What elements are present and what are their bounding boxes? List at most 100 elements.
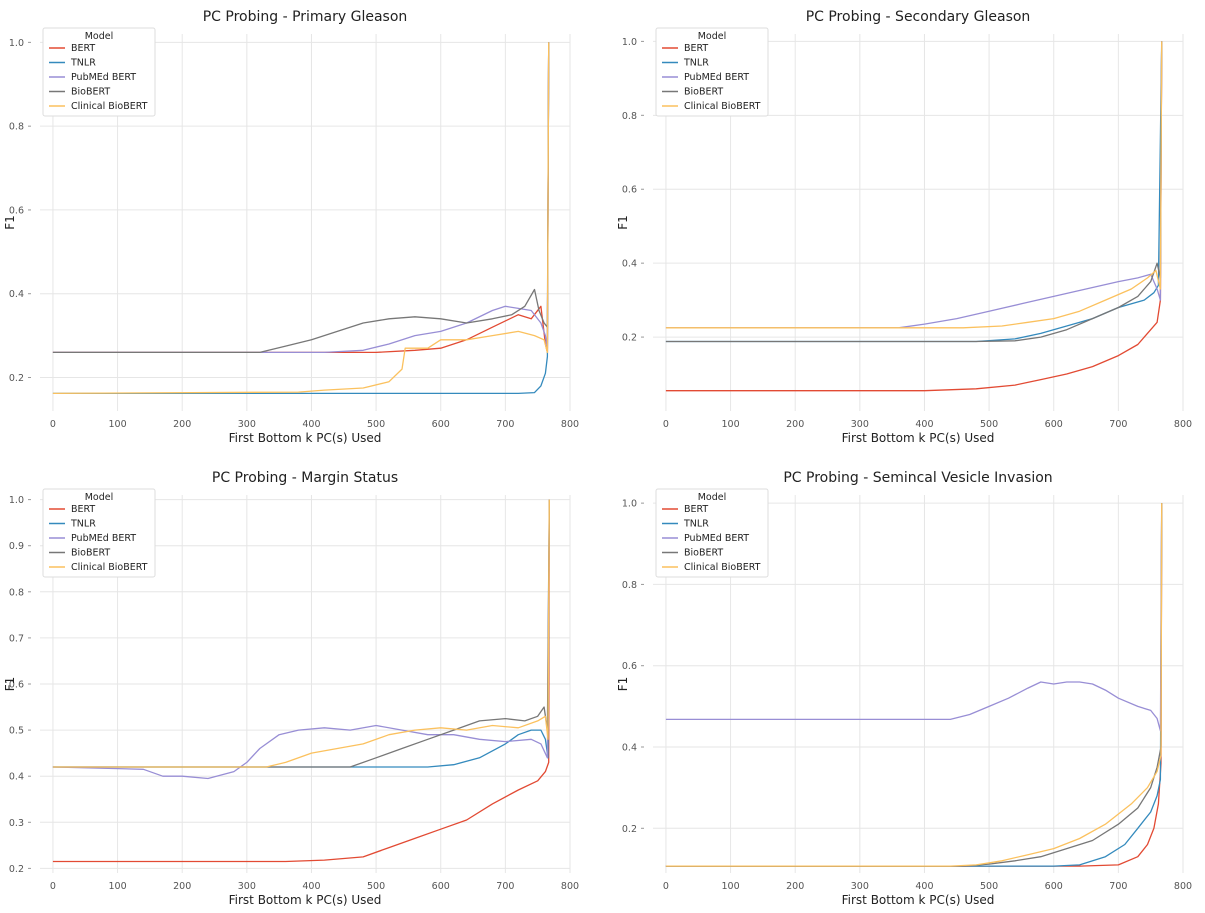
series-line-1 [52,499,550,768]
x-tick-label: 800 [1174,881,1192,892]
x-tick-label: 700 [1109,881,1127,892]
chart-title: PC Probing - Margin Status [212,470,398,486]
x-tick-label: 200 [173,881,191,892]
legend-entry: Clinical BioBERT [71,562,148,573]
chart-title: PC Probing - Semincal Vesicle Invasion [783,470,1052,486]
x-tick-label: 300 [851,419,869,430]
legend-entry: TNLR [70,58,96,69]
y-tick-label: 0.6 [622,661,637,672]
x-tick-label: 700 [496,419,514,430]
x-tick-label: 800 [561,419,579,430]
y-tick-label: 0.4 [622,743,637,754]
legend-entry: Clinical BioBERT [684,101,761,112]
x-tick-label: 500 [980,419,998,430]
x-axis-label: First Bottom k PC(s) Used [842,893,995,907]
x-tick-label: 100 [108,881,126,892]
x-axis-label: First Bottom k PC(s) Used [229,431,382,445]
y-tick-label: 0.2 [9,864,24,875]
legend-entry: BioBERT [71,548,110,559]
x-tick-label: 700 [496,881,514,892]
y-axis-label: F1 [3,215,17,230]
y-tick-label: 0.8 [622,111,637,122]
subplot-2: 0 100 200 300 400 500 600 700 800 0.2 0.4 0.6 0.8 1.0… [616,9,1192,445]
x-tick-label: 400 [302,419,320,430]
legend-entry: TNLR [70,519,96,530]
y-tick-label: 0.6 [9,680,24,691]
x-tick-label: 0 [50,419,56,430]
legend-title: Model [698,492,727,503]
chart-title: PC Probing - Secondary Gleason [806,9,1031,25]
legend-entry: BioBERT [684,87,723,98]
x-tick-label: 0 [50,881,56,892]
x-tick-label: 300 [238,881,256,892]
y-tick-label: 0.4 [622,259,637,270]
x-tick-label: 800 [1174,419,1192,430]
legend-entry: Clinical BioBERT [684,562,761,573]
y-axis-label: F1 [616,677,630,692]
legend-entry: TNLR [683,58,709,69]
y-tick-label: 0.8 [9,587,24,598]
x-axis-label: First Bottom k PC(s) Used [842,431,995,445]
series-line-2 [52,499,550,780]
y-tick-label: 0.2 [622,824,637,835]
y-tick-label: 0.9 [9,541,24,552]
y-tick-label: 0.8 [622,580,637,591]
x-tick-label: 200 [786,419,804,430]
x-tick-label: 300 [238,419,256,430]
series-line-1 [665,503,1163,867]
x-tick-label: 700 [1109,419,1127,430]
legend-entry: BioBERT [71,87,110,98]
series-line-4 [665,503,1163,867]
series-line-2 [665,41,1163,329]
y-tick-label: 0.7 [9,633,24,644]
legend-title: Model [698,31,727,42]
x-tick-label: 300 [851,881,869,892]
y-tick-label: 0.8 [9,122,24,133]
subplot-1: 0 100 200 300 400 500 600 700 800 0.2 0.4 0.6 0.8 1.0… [3,9,579,445]
x-tick-label: 100 [108,419,126,430]
x-tick-label: 100 [721,881,739,892]
legend-box [42,27,156,117]
series-line-3 [52,499,550,768]
y-tick-label: 0.4 [9,772,24,783]
legend-box [655,488,769,578]
y-tick-label: 0.5 [9,726,24,737]
series-line-2 [52,42,550,354]
x-tick-label: 100 [721,419,739,430]
legend-title: Model [85,492,114,503]
legend-entry: PubMEd BERT [684,533,749,544]
y-tick-label: 1.0 [622,37,637,48]
series-line-1 [52,42,550,395]
x-tick-label: 400 [915,419,933,430]
x-tick-label: 0 [663,881,669,892]
legend-entry: TNLR [683,519,709,530]
x-tick-label: 500 [367,419,385,430]
series-line-4 [665,41,1163,329]
legend-entry: Clinical BioBERT [71,101,148,112]
legend-box [655,27,769,117]
y-tick-label: 0.6 [9,205,24,216]
y-tick-label: 0.6 [622,185,637,196]
series-line-3 [665,503,1163,867]
x-axis-label: First Bottom k PC(s) Used [229,893,382,907]
legend-entry: BERT [71,43,95,54]
subplot-4: 0 100 200 300 400 500 600 700 800 0.2 0.4 0.6 0.8 1.0… [616,470,1192,907]
series-line-3 [52,42,550,354]
x-tick-label: 800 [561,881,579,892]
legend-box [42,488,156,578]
x-tick-label: 600 [432,419,450,430]
y-tick-label: 0.2 [9,373,24,384]
legend-entry: PubMEd BERT [71,533,136,544]
legend-entry: BERT [684,43,708,54]
legend-entry: BERT [684,504,708,515]
y-axis-label: F1 [3,677,17,692]
legend-entry: BERT [71,504,95,515]
y-tick-label: 1.0 [622,499,637,510]
series-line-0 [52,499,550,863]
x-tick-label: 500 [367,881,385,892]
